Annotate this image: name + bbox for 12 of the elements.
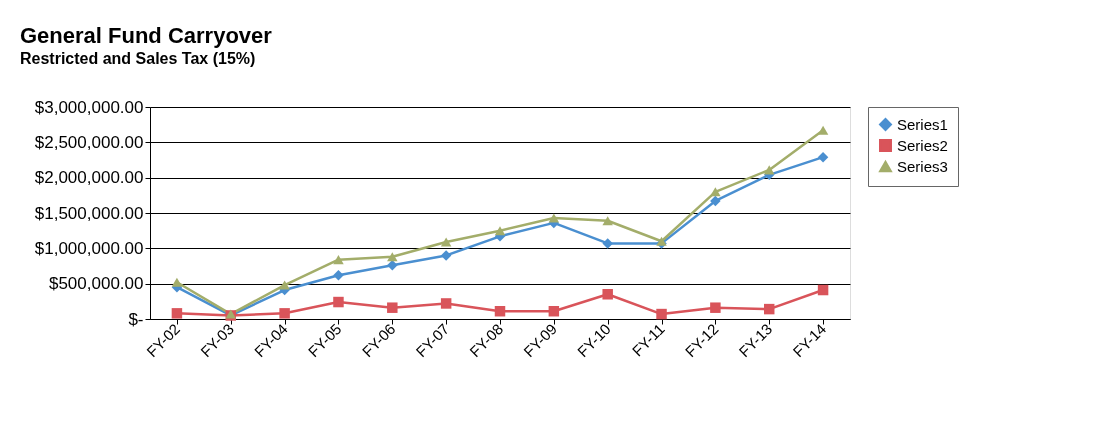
legend-label: Series1 [897,115,948,133]
y-tick-label: $500,000.00 [48,274,144,294]
y-tick-label: $2,500,000.00 [34,132,144,152]
y-tick-label: $1,000,000.00 [34,238,144,258]
y-tick-label: $2,000,000.00 [34,168,144,188]
legend-label: Series2 [897,136,948,154]
y-tick-label: $- [128,309,144,329]
chart-subtitle: Restricted and Sales Tax (15%) [20,50,256,67]
legend-label: Series3 [897,157,948,175]
y-tick-label: $3,000,000.00 [34,97,144,117]
y-tick-label: $1,500,000.00 [34,203,144,223]
chart-title: General Fund Carryover [20,23,273,48]
